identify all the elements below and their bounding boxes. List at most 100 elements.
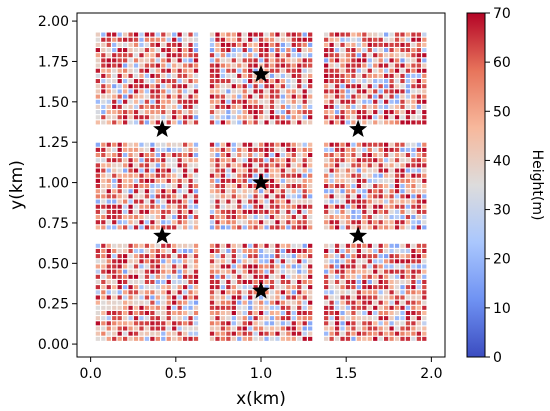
building-cell: [248, 285, 253, 290]
building-cell: [291, 243, 296, 248]
building-cell: [334, 194, 340, 199]
building-cell: [291, 168, 296, 173]
building-cell: [269, 199, 275, 204]
building-cell: [248, 184, 253, 189]
building-cell: [248, 295, 253, 300]
building-cell: [258, 310, 264, 316]
building-cell: [177, 94, 182, 99]
building-cell: [258, 326, 264, 331]
building-cell: [117, 184, 122, 189]
building-cell: [242, 173, 247, 178]
building-cell: [123, 68, 128, 73]
building-cell: [269, 274, 275, 279]
building-cell: [226, 279, 231, 284]
building-cell: [139, 269, 144, 274]
building-cell: [95, 178, 100, 183]
building-cell: [231, 310, 236, 316]
building-cell: [269, 94, 275, 99]
building-cell: [389, 68, 394, 73]
building-cell: [269, 178, 275, 183]
building-cell: [161, 220, 166, 225]
building-cell: [297, 264, 302, 269]
building-cell: [123, 158, 128, 163]
building-cell: [400, 243, 405, 248]
building-cell: [166, 99, 171, 104]
building-cell: [139, 168, 144, 173]
building-cell: [106, 173, 111, 178]
building-cell: [123, 104, 128, 109]
building-cell: [128, 248, 133, 253]
building-cell: [220, 269, 226, 274]
building-cell: [193, 110, 199, 115]
building-cell: [394, 48, 400, 53]
building-cell: [188, 142, 193, 147]
building-cell: [144, 321, 150, 326]
building-cell: [269, 184, 275, 189]
building-cell: [291, 194, 296, 199]
building-cell: [400, 220, 405, 225]
building-cell: [123, 163, 128, 168]
building-cell: [128, 225, 133, 230]
building-cell: [166, 259, 171, 264]
building-cell: [356, 295, 362, 300]
building-cell: [242, 305, 247, 310]
building-cell: [411, 168, 416, 173]
building-cell: [215, 158, 220, 163]
building-cell: [405, 225, 411, 230]
building-cell: [411, 215, 416, 220]
building-cell: [106, 189, 111, 194]
building-cell: [215, 120, 220, 125]
building-cell: [172, 63, 177, 68]
building-cell: [177, 84, 182, 89]
building-cell: [172, 163, 177, 168]
building-cell: [182, 73, 188, 78]
building-cell: [302, 215, 307, 220]
building-cell: [269, 115, 275, 120]
building-cell: [248, 259, 253, 264]
building-cell: [253, 243, 258, 248]
building-cell: [101, 331, 106, 336]
building-cell: [117, 274, 122, 279]
building-cell: [356, 115, 362, 120]
building-cell: [172, 220, 177, 225]
building-cell: [378, 168, 383, 173]
building-cell: [340, 264, 345, 269]
building-cell: [291, 68, 296, 73]
building-cell: [308, 158, 313, 163]
building-cell: [193, 269, 199, 274]
building-cell: [394, 147, 400, 152]
building-cell: [220, 209, 226, 214]
building-cell: [291, 115, 296, 120]
building-cell: [95, 305, 100, 310]
building-cell: [101, 316, 106, 321]
building-cell: [193, 163, 199, 168]
building-cell: [242, 115, 247, 120]
building-cell: [172, 274, 177, 279]
building-cell: [356, 204, 362, 209]
building-cell: [378, 204, 383, 209]
building-cell: [237, 73, 242, 78]
building-cell: [405, 184, 411, 189]
building-cell: [220, 254, 226, 259]
building-cell: [226, 37, 231, 42]
building-cell: [329, 220, 334, 225]
building-cell: [237, 178, 242, 183]
building-cell: [123, 254, 128, 259]
building-cell: [264, 194, 269, 199]
building-cell: [422, 264, 427, 269]
building-cell: [394, 220, 400, 225]
y-tick-label: 0.75: [38, 216, 69, 232]
building-cell: [139, 331, 144, 336]
building-cell: [242, 89, 247, 94]
building-cell: [139, 189, 144, 194]
building-cell: [144, 168, 150, 173]
building-cell: [139, 336, 144, 341]
building-cell: [177, 163, 182, 168]
building-cell: [389, 184, 394, 189]
building-cell: [400, 153, 405, 158]
building-cell: [411, 163, 416, 168]
building-cell: [112, 331, 117, 336]
building-cell: [112, 120, 117, 125]
building-cell: [95, 147, 100, 152]
building-cell: [297, 199, 302, 204]
